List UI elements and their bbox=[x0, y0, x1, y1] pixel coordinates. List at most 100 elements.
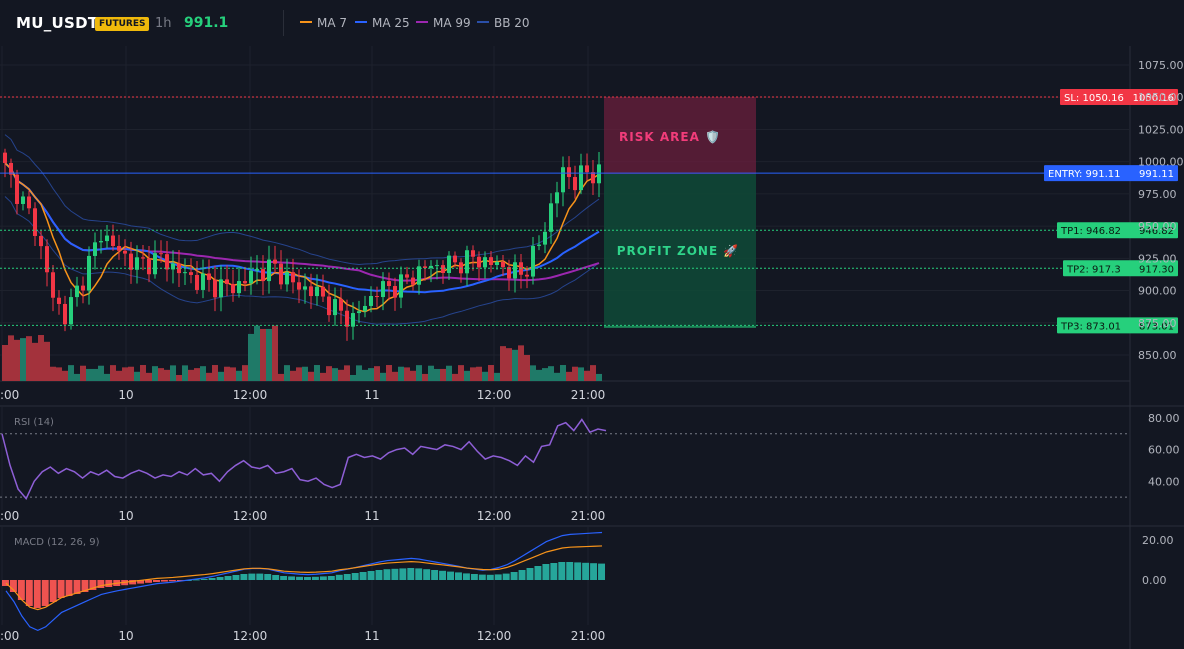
macd-histogram-bar bbox=[590, 563, 598, 580]
tp1-level-label: TP1: 946.82 bbox=[1060, 226, 1121, 237]
risk-area-box bbox=[604, 97, 756, 174]
macd-histogram-bar bbox=[343, 574, 351, 580]
symbol-title[interactable]: MU_USDT bbox=[16, 14, 99, 32]
macd-histogram-bar bbox=[431, 570, 439, 580]
candle-body bbox=[309, 286, 313, 297]
macd-histogram-bar bbox=[105, 580, 113, 587]
macd-histogram-bar bbox=[168, 580, 176, 582]
volume-bar bbox=[584, 370, 590, 381]
candle-body bbox=[201, 273, 205, 290]
macd-histogram-bar bbox=[272, 575, 280, 580]
volume-bar bbox=[482, 371, 488, 381]
candle-body bbox=[351, 313, 355, 327]
price-tick-label: 1050.00 bbox=[1138, 91, 1184, 104]
volume-bar bbox=[494, 372, 500, 381]
macd-histogram-bar bbox=[65, 580, 73, 596]
volume-bar bbox=[500, 346, 506, 381]
volume-bar bbox=[104, 373, 110, 381]
candle-body bbox=[465, 250, 469, 274]
candle-body bbox=[591, 172, 595, 184]
macd-line bbox=[5, 531, 603, 632]
macd-histogram-bar bbox=[200, 578, 208, 580]
volume-bar bbox=[260, 328, 266, 381]
macd-histogram-bar bbox=[2, 580, 9, 586]
candle-body bbox=[141, 257, 145, 259]
candle-body bbox=[585, 165, 589, 173]
volume-bar bbox=[32, 342, 38, 381]
candle-body bbox=[267, 259, 271, 282]
time-axis-label: 12:00 bbox=[233, 509, 268, 523]
macd-histogram-bar bbox=[494, 574, 502, 580]
volume-bar bbox=[320, 372, 326, 381]
volume-bar bbox=[134, 371, 140, 381]
candle-body bbox=[39, 235, 43, 247]
volume-bar bbox=[278, 373, 284, 381]
legend-bb20[interactable]: BB 20 bbox=[477, 16, 530, 30]
price-tick-label: 950.00 bbox=[1138, 220, 1177, 233]
macd-histogram-bar bbox=[455, 572, 462, 580]
volume-bar bbox=[50, 366, 56, 381]
volume-bar bbox=[434, 368, 440, 381]
volume-bar bbox=[266, 328, 272, 381]
candle-body bbox=[411, 277, 415, 285]
candle-body bbox=[291, 272, 295, 283]
candle-body bbox=[63, 303, 67, 325]
volume-bar bbox=[530, 365, 536, 381]
macd-histogram-bar bbox=[502, 573, 510, 580]
candle-body bbox=[15, 174, 19, 204]
candle-body bbox=[405, 274, 409, 278]
volume-bar bbox=[518, 345, 524, 381]
volume-bar bbox=[236, 370, 242, 381]
macd-histogram-bar bbox=[399, 568, 407, 580]
macd-histogram-bar bbox=[574, 562, 582, 580]
legend-ma99[interactable]: MA 99 bbox=[416, 16, 471, 30]
volume-bar bbox=[146, 372, 152, 381]
legend-ma7[interactable]: MA 7 bbox=[300, 16, 347, 30]
candle-body bbox=[321, 286, 325, 297]
time-axis-label: 12:00 bbox=[0, 629, 19, 643]
price-axis[interactable]: 1075.00 1050.00 1025.00 1000.00 975.00 950.00… bbox=[1138, 59, 1184, 362]
volume-bars bbox=[2, 325, 602, 381]
macd-histogram-bar bbox=[296, 576, 303, 580]
macd-histogram-bar bbox=[510, 572, 518, 580]
macd-histogram-bar bbox=[17, 580, 25, 600]
tp3-level-label: TP3: 873.01 bbox=[1060, 321, 1121, 332]
macd-histogram-bar bbox=[534, 566, 542, 580]
volume-bar bbox=[422, 373, 428, 381]
macd-histogram-bar bbox=[232, 575, 240, 580]
volume-bar bbox=[8, 335, 14, 381]
volume-bar bbox=[92, 368, 98, 381]
candle-body bbox=[573, 177, 577, 191]
candle-body bbox=[243, 281, 247, 284]
volume-bar bbox=[446, 365, 452, 381]
macd-histogram-bar bbox=[391, 568, 399, 580]
volume-bar bbox=[44, 341, 50, 381]
macd-histogram-bar bbox=[566, 562, 574, 580]
candle-body bbox=[417, 266, 421, 285]
volume-bar bbox=[26, 336, 32, 381]
time-axis-label: 11 bbox=[364, 629, 379, 643]
candle-body bbox=[303, 286, 307, 290]
candle-body bbox=[261, 269, 265, 282]
volume-bar bbox=[512, 349, 518, 381]
volume-bar bbox=[440, 368, 446, 381]
candle-body bbox=[57, 297, 61, 304]
candle-body bbox=[315, 286, 319, 297]
time-axis-label: 10 bbox=[118, 629, 133, 643]
tp3-level-value: 873.01 bbox=[1139, 321, 1174, 332]
volume-bar bbox=[542, 368, 548, 381]
volume-bar bbox=[20, 338, 26, 381]
macd-histogram-bar bbox=[526, 568, 534, 580]
macd-histogram-bar bbox=[176, 580, 184, 581]
moving-averages bbox=[4, 162, 600, 313]
macd-histogram-bar bbox=[49, 580, 57, 602]
volume-bar bbox=[74, 373, 80, 381]
macd-histogram-bar bbox=[335, 574, 343, 580]
timeframe-selector[interactable]: 1h bbox=[155, 16, 172, 31]
candle-body bbox=[171, 263, 175, 270]
candle-body bbox=[483, 257, 487, 268]
macd-histogram-bar bbox=[375, 570, 383, 580]
candle-body bbox=[429, 265, 433, 269]
legend-ma25[interactable]: MA 25 bbox=[355, 16, 410, 30]
